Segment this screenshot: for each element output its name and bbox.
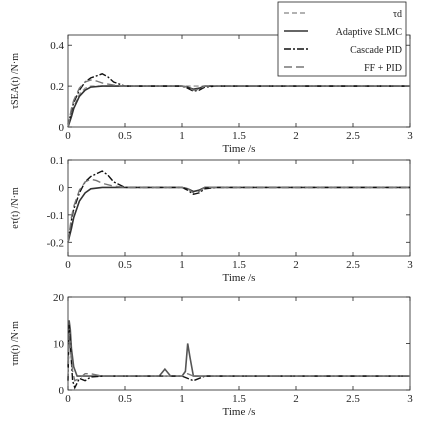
x-axis-label: Time /s [223, 272, 256, 284]
legend-label: τd [393, 9, 402, 20]
x-tick-label: 1.5 [232, 130, 246, 142]
plot-frame [67, 159, 411, 257]
series-line--d [67, 85, 410, 128]
panel-3: 0 0.5 1 1.5 2 2.5 3 20 10 0 Time /s τm(t) /N·m [10, 292, 413, 418]
series-line-ff-pid [67, 79, 410, 128]
x-tick-label: 3 [407, 259, 413, 271]
y-tick-label: 0.1 [50, 155, 64, 167]
legend-label: Adaptive SLMC [336, 27, 403, 38]
x-tick-label: 1 [179, 130, 185, 142]
series-line-adaptive-slmc [67, 186, 410, 243]
x-tick-label: 2 [293, 393, 299, 405]
legend-label: FF + PID [364, 63, 402, 74]
y-tick-label: 0.4 [50, 40, 64, 52]
y-tick-label: 0 [59, 182, 65, 194]
panel-1: 0 0.5 1 1.5 2 2.5 3 0 0.2 0.4 Time /s τSEA(t) /N·m [10, 34, 413, 155]
x-axis-label: Time /s [223, 143, 256, 155]
series-line-ff-pid [67, 334, 410, 382]
legend-box [277, 1, 407, 77]
x-tick-label: 3 [407, 393, 413, 405]
series-line-cascade-pid [67, 73, 410, 128]
series-line-adaptive-slmc [67, 320, 410, 377]
y-tick-label: 10 [53, 339, 65, 351]
x-tick-label: 0 [65, 393, 71, 405]
x-tick-label: 0.5 [118, 130, 132, 142]
panel-2: 0 0.5 1 1.5 2 2.5 3 0.1 0 -0.1 -0.2 Time /s eτ(t) /N… [10, 155, 413, 284]
x-tick-label: 0 [65, 259, 71, 271]
x-axis-label: Time /s [223, 406, 256, 418]
series-line-ff-pid [67, 178, 410, 243]
x-tick-label: 2.5 [346, 393, 360, 405]
y-axis-label: τm(t) /N·m [10, 321, 21, 366]
y-tick-label: 20 [53, 292, 65, 304]
y-axis-label: τSEA(t) /N·m [10, 53, 21, 109]
series-line-adaptive-slmc [67, 85, 410, 128]
x-tick-label: 1 [179, 393, 185, 405]
x-tick-label: 3 [407, 130, 413, 142]
y-tick-label: -0.2 [47, 237, 64, 249]
x-tick-label: 0.5 [118, 393, 132, 405]
y-axis-label: eτ(t) /N·m [10, 187, 21, 229]
y-tick-label: 0 [59, 122, 65, 134]
x-tick-label: 1.5 [232, 393, 246, 405]
y-tick-label: 0.2 [50, 81, 64, 93]
x-tick-label: 0 [65, 130, 71, 142]
x-tick-label: 2.5 [346, 259, 360, 271]
x-tick-label: 2 [293, 130, 299, 142]
x-tick-label: 1.5 [232, 259, 246, 271]
y-tick-label: -0.1 [47, 210, 64, 222]
x-tick-label: 1 [179, 259, 185, 271]
legend-label: Cascade PID [350, 45, 402, 56]
legend: τd Adaptive SLMC Cascade PID FF + PID [277, 1, 407, 77]
x-tick-label: 0.5 [118, 259, 132, 271]
series-line-cascade-pid [67, 170, 410, 243]
x-tick-label: 2.5 [346, 130, 360, 142]
series-line-cascade-pid [67, 324, 410, 390]
x-tick-label: 2 [293, 259, 299, 271]
y-tick-label: 0 [59, 385, 65, 397]
